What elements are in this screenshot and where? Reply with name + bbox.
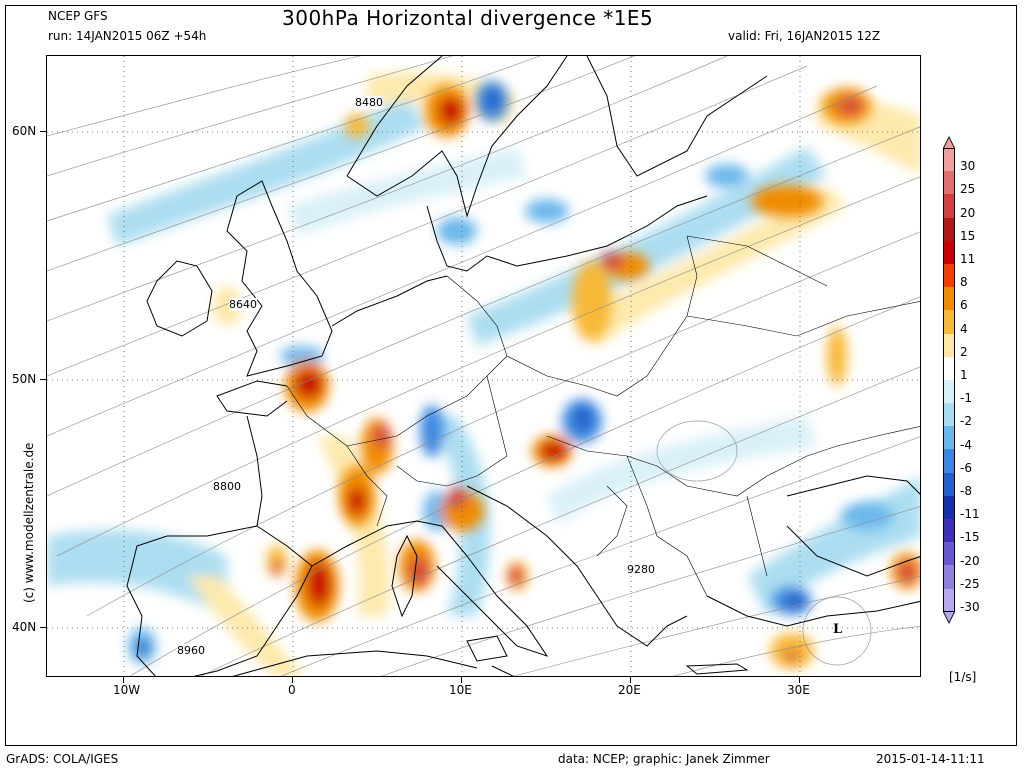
- legend-colorbar: [943, 148, 955, 612]
- legend-tick-label: -4: [960, 437, 972, 452]
- watermark: (c) www.modellzentrale.de: [22, 442, 36, 603]
- contour-label-8800: 8800: [213, 480, 241, 493]
- lon-label-30e: 30E: [787, 683, 810, 697]
- legend-tick-label: 15: [960, 228, 976, 243]
- legend-swatch: [943, 310, 955, 334]
- legend-swatch: [943, 171, 955, 195]
- legend-tick-label: -8: [960, 484, 972, 498]
- legend-tick-label: -2: [960, 414, 972, 429]
- lon-tick: [799, 677, 800, 683]
- legend-swatch: [943, 240, 955, 264]
- contour-label-8640: 8640: [229, 298, 257, 311]
- lat-label-50n: 50N: [12, 372, 37, 386]
- legend-swatch: [943, 148, 955, 172]
- legend-tick-label: -30: [960, 600, 980, 614]
- legend-swatch: [943, 565, 955, 589]
- legend-swatch: [943, 333, 955, 357]
- lat-tick: [40, 627, 46, 628]
- lon-tick: [123, 677, 124, 683]
- legend-tick-label: -15: [960, 530, 980, 545]
- lat-label-60n: 60N: [12, 124, 37, 138]
- legend-tick-label: 8: [960, 275, 968, 290]
- lon-label-10w: 10W: [113, 683, 141, 697]
- contour-label-8480: 8480: [355, 96, 383, 109]
- legend-tick-label: 2: [960, 344, 968, 359]
- lon-label-0: 0: [288, 683, 296, 697]
- legend-swatch: [943, 472, 955, 496]
- legend-swatch: [943, 287, 955, 311]
- legend-bottom-arrow-fill: [944, 612, 954, 622]
- divergence-field: [47, 56, 920, 676]
- legend-swatch: [943, 426, 955, 450]
- legend-tick-label: 25: [960, 182, 976, 197]
- legend-swatch: [943, 403, 955, 427]
- coastlines: [126, 56, 920, 676]
- lon-tick: [461, 677, 462, 683]
- valid-time: valid: Fri, 16JAN2015 12Z: [728, 29, 881, 43]
- footer-timestamp: 2015-01-14-11:11: [876, 752, 985, 766]
- legend-tick-label: -6: [960, 460, 972, 475]
- legend-tick-label: -25: [960, 576, 980, 591]
- lon-tick: [292, 677, 293, 683]
- legend-swatch: [943, 194, 955, 218]
- legend-tick-label: 6: [960, 298, 968, 313]
- lon-tick: [630, 677, 631, 683]
- legend-swatch: [943, 263, 955, 288]
- legend-swatch: [943, 379, 955, 404]
- legend-tick-label: 20: [960, 205, 976, 220]
- footer-credits: data: NCEP; graphic: Janek Zimmer: [558, 752, 770, 766]
- legend-swatch: [943, 495, 955, 519]
- model-name: NCEP GFS: [48, 9, 108, 23]
- footer-software: GrADS: COLA/IGES: [6, 752, 119, 766]
- legend-tick-label: 4: [960, 321, 968, 336]
- lon-label-10e: 10E: [449, 683, 472, 697]
- lat-tick: [40, 379, 46, 380]
- legend-swatch: [943, 519, 955, 543]
- legend-swatch: [943, 356, 955, 380]
- legend-swatch: [943, 542, 955, 566]
- legend-tick-label: -11: [960, 507, 980, 522]
- run-info: run: 14JAN2015 06Z +54h: [48, 29, 207, 43]
- legend-tick-label: 30: [960, 159, 976, 174]
- figure-frame: [5, 5, 1017, 746]
- legend-tick-label: 1: [960, 368, 968, 382]
- legend-swatch: [943, 217, 955, 241]
- lat-label-40n: 40N: [12, 620, 37, 634]
- low-pressure-marker: L: [833, 622, 843, 637]
- legend-top-arrow-fill: [944, 138, 954, 148]
- contour-label-8960: 8960: [177, 644, 205, 657]
- legend-unit: [1/s]: [949, 670, 977, 684]
- lon-label-20e: 20E: [618, 683, 641, 697]
- legend-swatch: [943, 449, 955, 473]
- contour-label-9280: 9280: [627, 563, 655, 576]
- legend-tick-label: 11: [960, 252, 976, 266]
- legend-tick-label: -1: [960, 391, 972, 406]
- map-title: 300hPa Horizontal divergence *1E5: [282, 6, 654, 30]
- lat-tick: [40, 131, 46, 132]
- map-panel: 8480 8640 8800 9280 8960 L: [46, 55, 921, 677]
- legend-tick-label: -20: [960, 553, 980, 568]
- legend-swatch: [943, 588, 955, 612]
